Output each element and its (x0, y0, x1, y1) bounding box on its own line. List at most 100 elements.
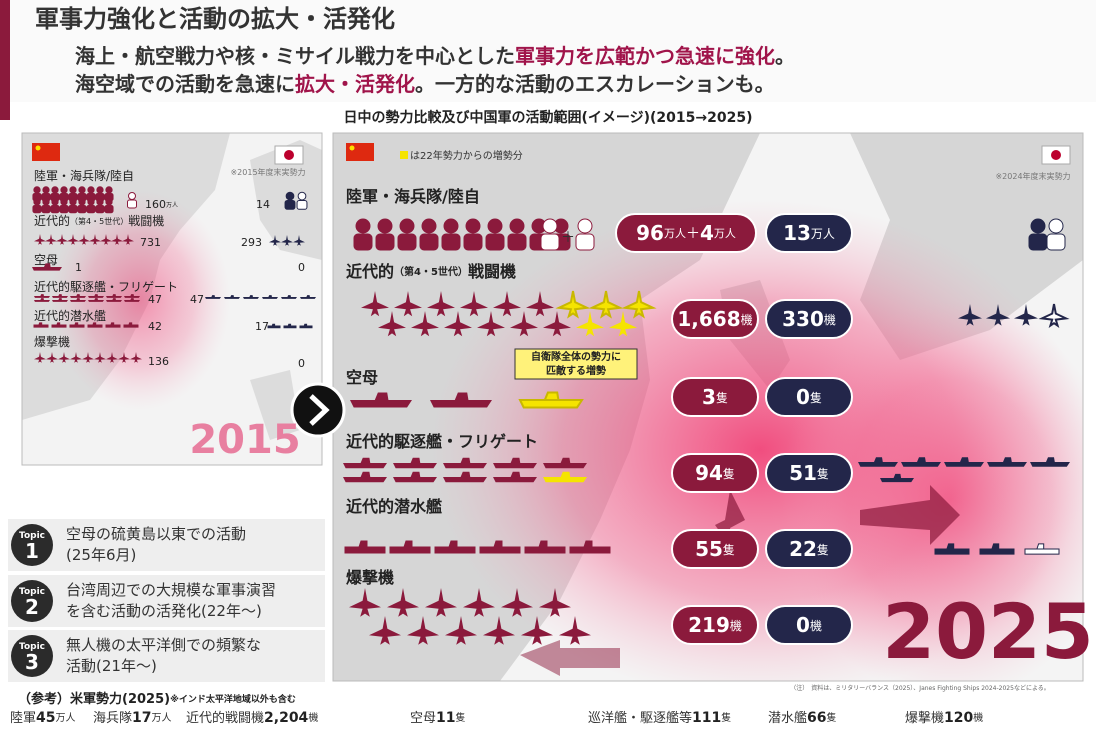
person-icon (42, 186, 50, 194)
value-pill (765, 453, 853, 493)
sub-icon (344, 540, 386, 554)
topic-text-part: (25年6月) (66, 546, 136, 564)
value-part: 47 (148, 293, 162, 306)
value-part: 160 (145, 198, 166, 211)
source: （注） 資料は、ミリタリーバランス（2025）、Janes Fighting S… (790, 684, 1050, 692)
row-label-part: 爆撃機 (346, 568, 394, 587)
value-pill (671, 299, 759, 339)
person-icon (60, 186, 68, 194)
topic-text-part: 無人機の太平洋側での頻繁な (66, 636, 261, 654)
topic-number-part: 2 (25, 595, 39, 619)
person-icon (575, 233, 595, 251)
person-icon (285, 191, 295, 201)
person-icon (105, 198, 113, 206)
plane-icon (411, 311, 439, 337)
pill-value-part: 1,668 (677, 307, 740, 331)
person-icon (60, 198, 68, 206)
lead-line-part: 拡大・活発化 (295, 72, 415, 96)
plane-icon (34, 234, 46, 245)
plane-icon (361, 291, 389, 317)
sub-icon (51, 322, 67, 328)
reference-item-part: 120 (944, 710, 973, 726)
person-icon (78, 198, 86, 206)
plane-icon (100, 234, 112, 245)
lead-line: 海上・航空戦力や核・ミサイル戦力を中心とした軍事力を広範かつ急速に強化。 (75, 44, 795, 68)
pill-value: 3隻 (702, 385, 728, 409)
sub-icon (87, 322, 103, 328)
legend-swatch (400, 151, 408, 159)
ship-icon (70, 298, 86, 302)
ship-icon (52, 294, 68, 298)
person-icon (397, 233, 417, 251)
topic-number-part: 1 (25, 539, 39, 563)
person-icon (284, 200, 296, 210)
flag-star (35, 145, 41, 151)
pill-value: 219機 (688, 613, 742, 637)
topic-badge (11, 524, 53, 566)
topic-label: Topic (19, 531, 45, 541)
ship-icon (443, 457, 487, 469)
pill-value-part: 96 (636, 221, 664, 245)
pill-value-part: 55 (695, 537, 723, 561)
sub-icon (434, 540, 476, 554)
figure-title: 日中の勢力比較及び中国軍の活動範囲(イメージ)(2015→2025) (344, 109, 753, 126)
reference-title-part: （参考）米軍勢力(2025) (18, 691, 170, 707)
row-label: 陸軍・海兵隊/陸自 (346, 187, 480, 206)
person-icon (51, 198, 59, 206)
plane-icon (106, 352, 118, 363)
callout-box (514, 348, 638, 380)
reference-item: 陸軍45万人 (10, 710, 76, 727)
sub-icon (283, 323, 297, 329)
lead-line-part: 海上・航空戦力や核・ミサイル戦力を中心とした (75, 44, 515, 68)
plane-icon (986, 304, 1010, 326)
pill-value-part: 機 (810, 618, 822, 633)
ship-icon (34, 294, 50, 298)
topic-badge (11, 635, 53, 677)
person-icon (59, 205, 69, 214)
row-label: 近代的駆逐艦・フリゲート (34, 279, 178, 294)
value: 1 (75, 261, 82, 274)
person-icon (353, 233, 373, 251)
person-icon (1048, 218, 1064, 234)
row-label-part: 空母 (346, 368, 378, 387)
pill-value-part: 330 (782, 307, 824, 331)
topic-number-part: 3 (25, 650, 39, 674)
row-label-part: 空母 (34, 253, 58, 267)
plane-icon (621, 290, 657, 319)
pill-value-part: 隻 (810, 390, 822, 405)
row-label-part: 近代的駆逐艦・フリゲート (346, 432, 538, 451)
source-part: （注） 資料は、ミリタリーバランス（2025）、Janes Fighting S… (790, 684, 1050, 692)
topic-text-part: 台湾周辺での大規模な軍事演習 (66, 581, 276, 599)
reference-item-part: 潜水艦 (768, 711, 807, 726)
reference-item-part: 機 (308, 711, 318, 724)
plane-icon (349, 588, 381, 617)
pill-value-part: 機 (730, 618, 742, 633)
reference-item-part: 隻 (456, 711, 466, 724)
sub-icon (934, 543, 970, 555)
topic-number: 1 (25, 539, 39, 563)
person-icon (33, 186, 41, 194)
person-icon (297, 191, 307, 201)
ship-icon (106, 294, 122, 298)
person-icon (1046, 233, 1066, 251)
value: 47 (148, 293, 162, 306)
plane-icon (543, 311, 571, 337)
reference-item-part: 近代的戦闘機 (186, 710, 264, 726)
person-icon (485, 233, 505, 251)
plane-icon (555, 290, 591, 319)
ship-icon (243, 295, 259, 299)
plane-icon (444, 311, 472, 337)
row-label: 陸軍・海兵隊/陸自 (34, 168, 134, 183)
reference-item: 潜水艦66隻 (768, 710, 837, 726)
reference-bg (0, 686, 1096, 732)
callout-part: 匹敵する増勢 (546, 364, 606, 377)
plane-icon (378, 311, 406, 337)
person-icon (441, 233, 461, 251)
person-icon (465, 218, 481, 234)
person-icon (377, 218, 393, 234)
value: 293 (241, 236, 262, 249)
reference-item: 海兵隊17万人 (93, 710, 172, 727)
plane-icon (387, 588, 419, 617)
pill-value-part: 94 (695, 461, 723, 485)
